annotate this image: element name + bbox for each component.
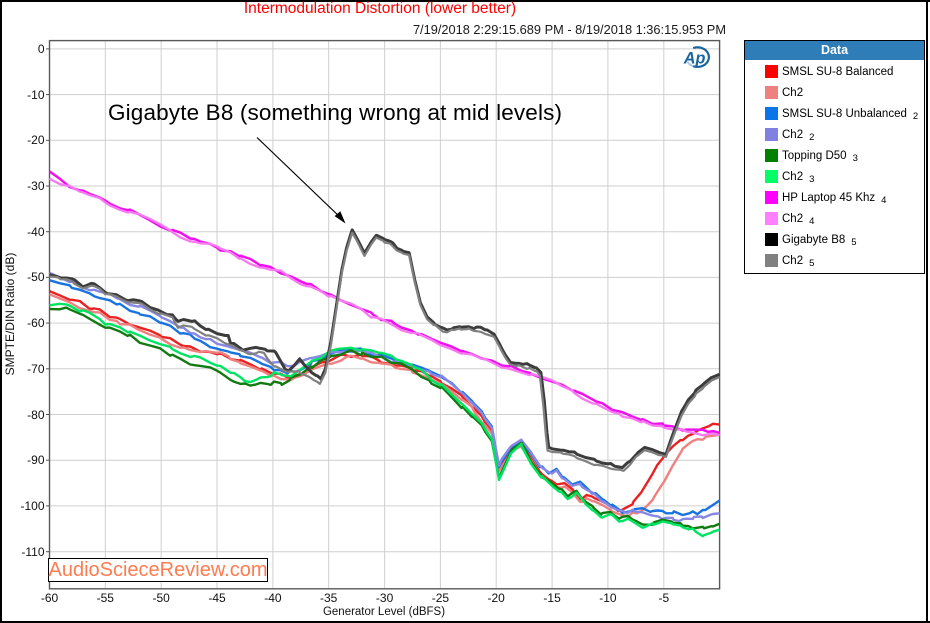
svg-text:Ap: Ap bbox=[683, 50, 706, 68]
